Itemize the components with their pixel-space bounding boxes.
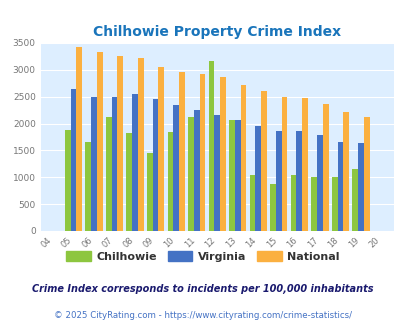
Bar	[97, 52, 102, 231]
Bar	[91, 97, 97, 231]
Bar	[138, 58, 143, 231]
Bar	[193, 110, 199, 231]
Bar	[167, 132, 173, 231]
Bar	[275, 130, 281, 231]
Bar	[85, 142, 91, 231]
Bar	[111, 97, 117, 231]
Bar	[311, 177, 316, 231]
Bar	[260, 91, 266, 231]
Bar	[281, 97, 287, 231]
Bar	[152, 99, 158, 231]
Title: Chilhowie Property Crime Index: Chilhowie Property Crime Index	[93, 25, 341, 39]
Bar	[357, 143, 363, 231]
Bar	[234, 120, 240, 231]
Bar	[173, 105, 179, 231]
Bar	[337, 142, 343, 231]
Bar	[132, 94, 138, 231]
Bar	[179, 72, 184, 231]
Bar	[214, 115, 220, 231]
Bar	[343, 112, 348, 231]
Bar	[70, 88, 76, 231]
Bar	[65, 130, 70, 231]
Bar	[322, 104, 328, 231]
Bar	[220, 77, 225, 231]
Text: © 2025 CityRating.com - https://www.cityrating.com/crime-statistics/: © 2025 CityRating.com - https://www.city…	[54, 312, 351, 320]
Bar	[290, 175, 296, 231]
Bar	[363, 117, 369, 231]
Bar	[255, 126, 260, 231]
Bar	[106, 116, 111, 231]
Bar	[270, 184, 275, 231]
Bar	[316, 135, 322, 231]
Bar	[199, 74, 205, 231]
Bar	[331, 177, 337, 231]
Bar	[249, 175, 255, 231]
Bar	[147, 153, 152, 231]
Bar	[158, 67, 164, 231]
Bar	[240, 85, 246, 231]
Bar	[76, 47, 82, 231]
Bar	[208, 61, 214, 231]
Bar	[126, 133, 132, 231]
Text: Crime Index corresponds to incidents per 100,000 inhabitants: Crime Index corresponds to incidents per…	[32, 284, 373, 294]
Bar	[117, 56, 123, 231]
Bar	[296, 130, 301, 231]
Bar	[188, 117, 193, 231]
Bar	[352, 169, 357, 231]
Bar	[301, 98, 307, 231]
Legend: Chilhowie, Virginia, National: Chilhowie, Virginia, National	[62, 247, 343, 266]
Bar	[228, 120, 234, 231]
